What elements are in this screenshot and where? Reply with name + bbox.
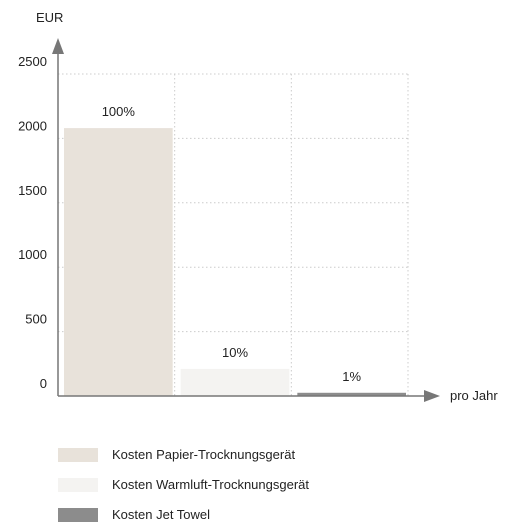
grid-lines	[58, 73, 409, 396]
legend-label-2: Kosten Jet Towel	[112, 507, 211, 522]
legend-swatch-0	[58, 448, 98, 462]
legend-label-1: Kosten Warmluft-Trocknungsgerät	[112, 477, 309, 492]
data-label-1: 10%	[222, 345, 248, 360]
y-axis-arrow	[52, 38, 64, 54]
axes: EUR pro Jahr	[36, 10, 498, 403]
legend-label-0: Kosten Papier-Trocknungsgerät	[112, 447, 296, 462]
y-tick-labels: 0 500 1000 1500 2000 2500	[18, 54, 47, 391]
bars	[64, 128, 406, 396]
data-label-2: 1%	[342, 369, 361, 384]
x-axis-arrow	[424, 390, 440, 402]
data-labels: 100% 10% 1%	[102, 104, 362, 384]
y-tick-label-5: 2500	[18, 54, 47, 69]
y-axis-label: EUR	[36, 10, 63, 25]
bar-2	[297, 392, 406, 396]
y-tick-label-4: 2000	[18, 118, 47, 133]
y-tick-label-1: 500	[25, 312, 47, 327]
legend-swatch-2	[58, 508, 98, 522]
x-axis-label: pro Jahr	[450, 388, 498, 403]
data-label-0: 100%	[102, 104, 136, 119]
bar-1	[180, 368, 290, 396]
bar-0	[64, 128, 173, 396]
legend-swatch-1	[58, 478, 98, 492]
y-tick-label-0: 0	[40, 376, 47, 391]
y-tick-label-3: 1500	[18, 183, 47, 198]
y-tick-label-2: 1000	[18, 247, 47, 262]
